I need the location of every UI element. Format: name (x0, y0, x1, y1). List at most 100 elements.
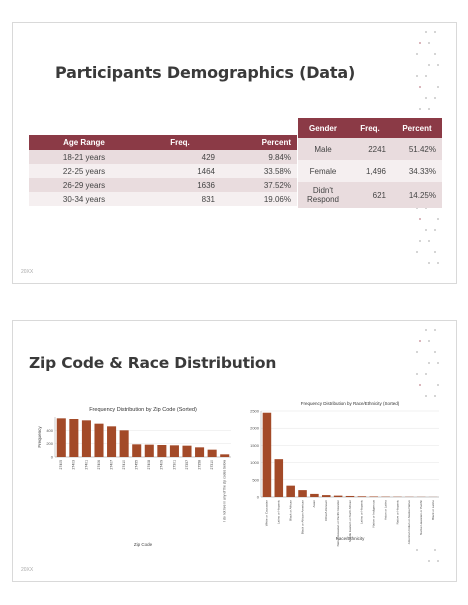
x-tick-label: 27406 (97, 460, 101, 470)
bar (321, 495, 331, 497)
cell-percent: 34.33% (392, 160, 442, 182)
table-row: Female 1,496 34.33% (298, 160, 442, 182)
slide-zip-race: Zip Code & Race Distribution Frequency D… (12, 320, 457, 582)
cell-gender: Male (298, 138, 348, 160)
zip-code-chart-svg: Frequency Distribution by Zip Code (Sort… (37, 407, 231, 547)
x-tick-label: Black or Latino (431, 500, 435, 520)
gender-table: Gender Freq. Percent Male 2241 51.42% Fe… (298, 118, 442, 208)
cell-percent: 37.52% (221, 178, 297, 192)
x-tick-label: 27301 (172, 460, 176, 470)
bar (81, 420, 91, 457)
x-tick-label: 27405 (59, 460, 63, 470)
x-tick-label: 27409 (160, 460, 164, 470)
bar (298, 490, 307, 497)
bar (107, 426, 117, 457)
header-freq: Freq. (348, 118, 392, 138)
cell-freq: 1,496 (348, 160, 392, 182)
x-tick-label: American Indian or Alaska Native (407, 500, 411, 545)
x-tick-label: 27310 (210, 460, 214, 470)
cell-freq: 831 (139, 192, 221, 206)
header-percent: Percent (221, 135, 297, 150)
bar (357, 496, 367, 497)
cell-percent: 9.84% (221, 150, 297, 164)
x-tick-label: 27455 (135, 460, 139, 470)
cell-percent: 14.25% (392, 182, 442, 208)
x-tick-label: Native Hawaiian or Pacific Islander (336, 500, 340, 546)
y-axis-label: Frequency (37, 426, 42, 448)
y-tick-label: 1000 (250, 460, 260, 465)
x-tick-label: Middle Eastern or North African (348, 500, 352, 542)
x-tick-label: Native Hawaiian or Pacific (419, 500, 423, 535)
y-tick-label: 2000 (250, 426, 260, 431)
cell-age: 22-25 years (29, 164, 139, 178)
x-tick-label: 27410 (122, 460, 126, 470)
age-range-table: Age Range Freq. Percent 18-21 years 429 … (29, 135, 297, 206)
x-tick-label: 27407 (109, 460, 113, 470)
bar (369, 496, 379, 497)
table-row: Male 2241 51.42% (298, 138, 442, 160)
slide-footer: 20XX (21, 269, 34, 275)
table-row: Didn't Respond 621 14.25% (298, 182, 442, 208)
x-tick-label: I do not live in any of the zip codes be… (223, 459, 227, 521)
bar (132, 444, 142, 457)
slide-footer: 20XX (21, 567, 34, 573)
header-percent: Percent (392, 118, 442, 138)
x-tick-label: 27358 (197, 460, 201, 470)
y-tick-label: 400 (46, 428, 53, 433)
x-axis-label: Zip Code (134, 542, 153, 547)
y-tick-label: 0 (51, 455, 54, 460)
x-tick-label: 27401 (84, 460, 88, 470)
x-tick-label: Asian or Latino (383, 500, 387, 520)
cell-freq: 1464 (139, 164, 221, 178)
table-row: 26-29 years 1636 37.52% (29, 178, 297, 192)
x-tick-label: Latino or Hispanic (277, 500, 281, 525)
x-tick-label: 27357 (185, 460, 189, 470)
cell-percent: 19.06% (221, 192, 297, 206)
x-tick-label: Black or African American (300, 500, 304, 535)
cell-percent: 33.58% (221, 164, 297, 178)
cell-age: 18-21 years (29, 150, 139, 164)
x-axis-label: Race/Ethnicity (336, 536, 366, 541)
bar (310, 493, 319, 497)
y-tick-label: 0 (257, 495, 260, 500)
header-freq: Freq. (139, 135, 221, 150)
chart-title: Frequency Distribution by Zip Code (Sort… (89, 407, 197, 413)
cell-freq: 621 (348, 182, 392, 208)
bar (182, 445, 192, 457)
x-tick-label: Latino or Hispanic (360, 500, 364, 525)
bar (195, 447, 205, 457)
bar (94, 423, 104, 457)
x-tick-label: Native or Indigenous (372, 500, 376, 528)
x-tick-label: Other/Unknown (324, 500, 328, 521)
y-tick-label: 500 (252, 477, 259, 482)
table-header-row: Age Range Freq. Percent (29, 135, 297, 150)
bar (119, 430, 129, 457)
bar (262, 412, 272, 497)
header-age-range: Age Range (29, 135, 139, 150)
race-chart-svg: Frequency Distribution by Race/Ethnicity… (250, 401, 439, 546)
bar (207, 449, 217, 457)
cell-age: 26-29 years (29, 178, 139, 192)
zip-code-chart: Frequency Distribution by Zip Code (Sort… (27, 403, 239, 553)
slide-title: Zip Code & Race Distribution (29, 354, 277, 372)
race-chart: Frequency Distribution by Race/Ethnicity… (241, 399, 445, 547)
bar (157, 445, 167, 457)
slide-title: Participants Demographics (Data) (55, 63, 356, 82)
cell-freq: 429 (139, 150, 221, 164)
cell-gender: Female (298, 160, 348, 182)
bar (220, 454, 230, 457)
table-row: 18-21 years 429 9.84% (29, 150, 297, 164)
y-tick-label: 1500 (250, 443, 260, 448)
cell-freq: 2241 (348, 138, 392, 160)
x-tick-label: White or Caucasian (265, 500, 269, 527)
header-gender: Gender (298, 118, 348, 138)
bar (274, 459, 284, 497)
table-row: 22-25 years 1464 33.58% (29, 164, 297, 178)
table-row: 30-34 years 831 19.06% (29, 192, 297, 206)
x-tick-label: 27403 (72, 460, 76, 470)
bar (345, 495, 355, 497)
x-tick-label: Native or Hispanic (395, 500, 399, 525)
cell-freq: 1636 (139, 178, 221, 192)
bar (286, 485, 295, 497)
x-tick-label: 27408 (147, 460, 151, 470)
